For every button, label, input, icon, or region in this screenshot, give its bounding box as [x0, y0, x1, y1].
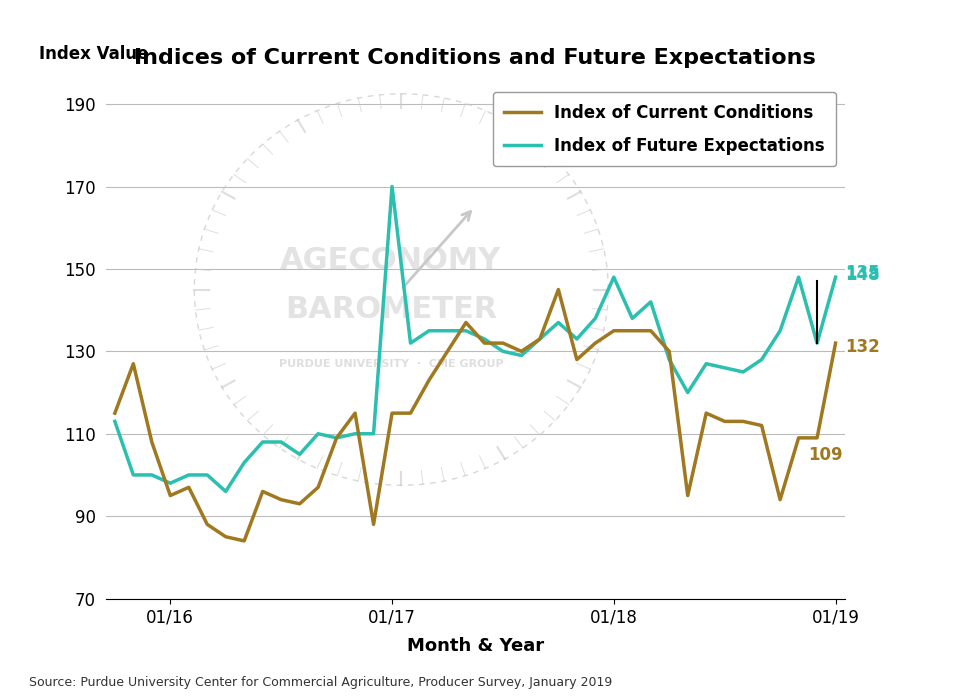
- Text: 135: 135: [845, 264, 879, 282]
- Text: AGECONOMY: AGECONOMY: [280, 246, 501, 275]
- Title: Indices of Current Conditions and Future Expectations: Indices of Current Conditions and Future…: [134, 48, 816, 68]
- Text: 109: 109: [808, 446, 843, 464]
- Text: PURDUE UNIVERSITY  ·  CME GROUP: PURDUE UNIVERSITY · CME GROUP: [278, 359, 503, 369]
- Text: Source: Purdue University Center for Commercial Agriculture, Producer Survey, Ja: Source: Purdue University Center for Com…: [29, 676, 612, 689]
- Text: 148: 148: [845, 266, 879, 284]
- Text: BAROMETER: BAROMETER: [285, 294, 497, 324]
- Legend: Index of Current Conditions, Index of Future Expectations: Index of Current Conditions, Index of Fu…: [492, 92, 836, 166]
- X-axis label: Month & Year: Month & Year: [407, 638, 543, 656]
- Text: Index Value: Index Value: [39, 45, 149, 63]
- Text: 132: 132: [845, 338, 879, 356]
